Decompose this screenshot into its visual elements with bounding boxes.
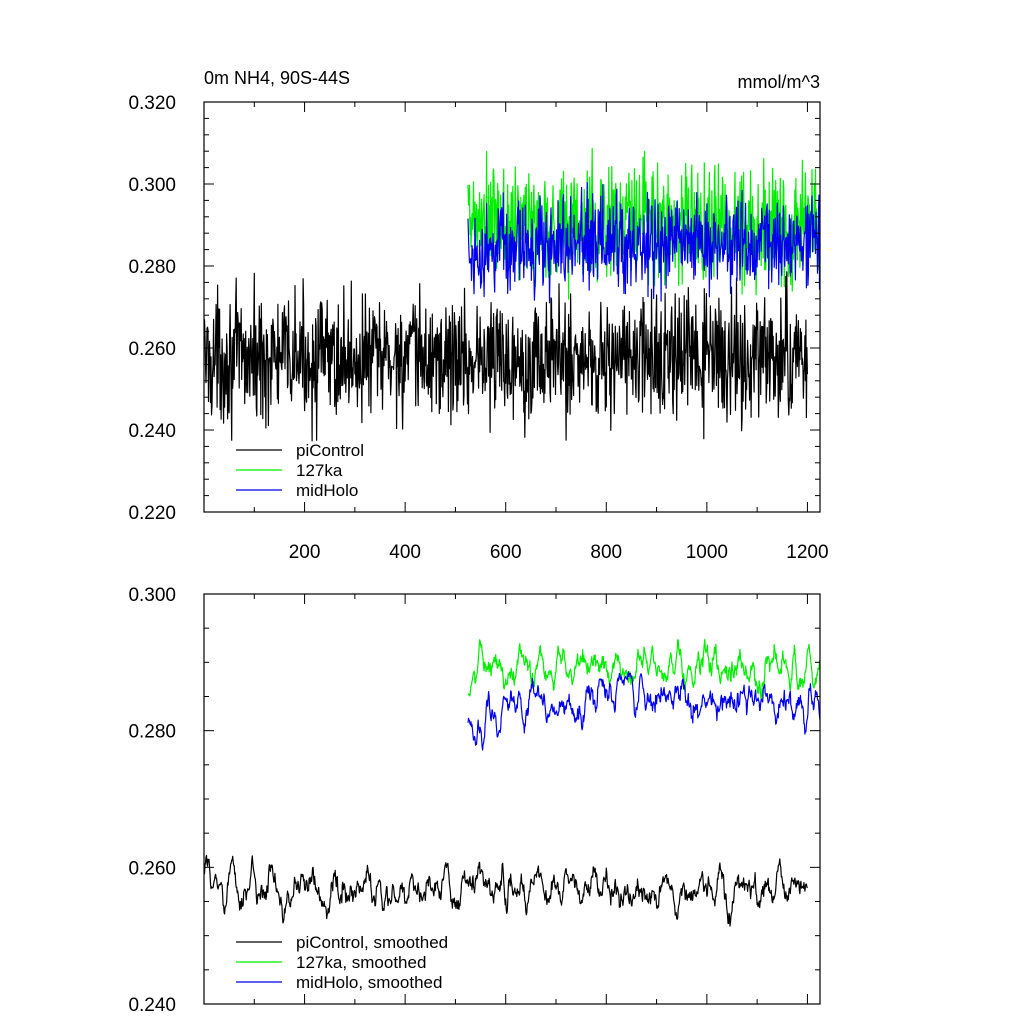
y-tick-label: 0.260 (128, 858, 176, 879)
y-tick-label: 0.240 (128, 995, 176, 1016)
bottom-legend: piControl, smoothed 127ka, smoothed midH… (236, 933, 448, 992)
bottom-panel: 0.240 0.260 0.280 0.300 piControl, smoothed… (128, 585, 821, 1016)
y-tick-label: 0.300 (128, 585, 176, 606)
y-tick-label: 0.320 (128, 93, 176, 114)
bottom-series-group (203, 638, 821, 927)
legend-label-picontrol: piControl (296, 441, 364, 460)
x-tick-label: 600 (490, 542, 522, 563)
y-tick-label: 0.260 (128, 339, 176, 360)
x-tick-label: 200 (289, 542, 321, 563)
bottom-plot-frame (203, 593, 821, 1005)
top-legend: piControl 127ka midHolo (236, 441, 364, 500)
y-tick-label: 0.300 (128, 175, 176, 196)
legend-label-midholo-smoothed: midHolo, smoothed (296, 973, 442, 992)
top-series-group (203, 148, 821, 442)
y-tick-label: 0.280 (128, 257, 176, 278)
series-line-picontrol (203, 271, 808, 442)
top-plot-frame (203, 101, 821, 513)
panel-title: 0m NH4, 90S-44S (204, 68, 350, 88)
series-line-picontrol-smoothed (203, 854, 808, 927)
legend-label-midholo: midHolo (296, 481, 358, 500)
x-tick-label: 800 (590, 542, 622, 563)
top-ticks: 200 400 600 800 1000 1200 0.220 0.240 0.260 0.280… (128, 93, 828, 563)
series-line-midholo-smoothed (467, 671, 821, 751)
y-tick-label: 0.240 (128, 421, 176, 442)
y-tick-label: 0.220 (128, 503, 176, 524)
units-label: mmol/m^3 (738, 72, 820, 92)
legend-label-127ka-smoothed: 127ka, smoothed (296, 953, 426, 972)
x-tick-label: 1200 (786, 542, 828, 563)
legend-label-127ka: 127ka (296, 461, 343, 480)
top-panel: 0m NH4, 90S-44S mmol/m^3 200 400 600 800 100… (128, 68, 828, 563)
legend-label-picontrol-smoothed: piControl, smoothed (296, 933, 448, 952)
series-line-midholo (467, 182, 821, 304)
x-tick-label: 400 (389, 542, 421, 563)
x-tick-label: 1000 (686, 542, 728, 563)
y-tick-label: 0.280 (128, 722, 176, 743)
